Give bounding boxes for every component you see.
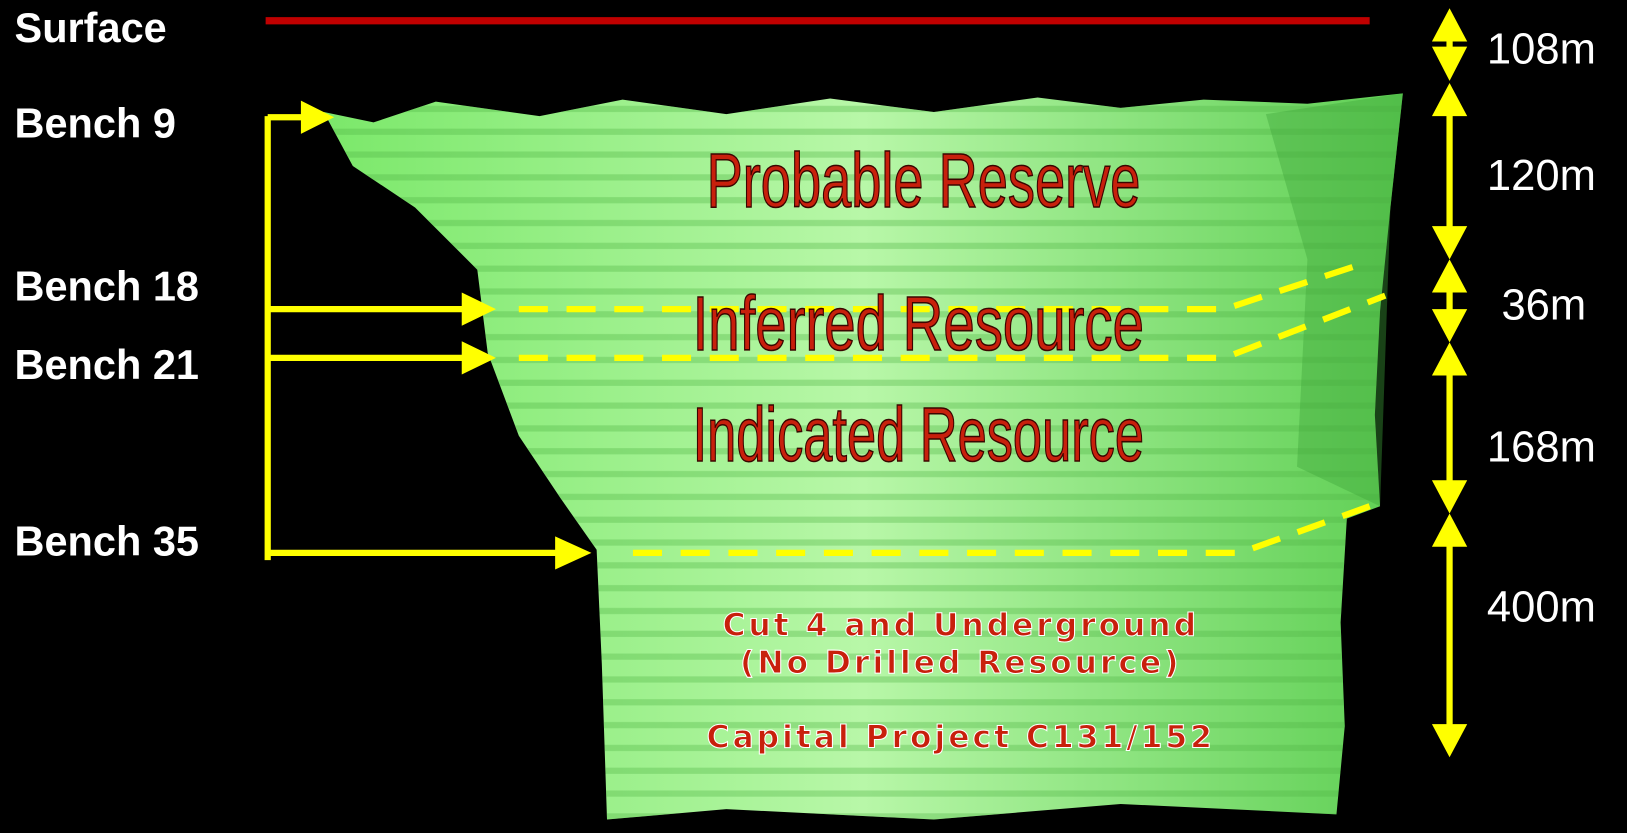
depth-arrows	[1431, 8, 1468, 758]
depth-label: 36m	[1501, 282, 1586, 330]
bench-dashes	[518, 258, 1387, 557]
note-line: Cut 4 and Underground	[723, 608, 1199, 644]
zone-label: Indicated Resource	[693, 393, 1144, 478]
level-label: Surface	[15, 4, 167, 51]
depth-label: 120m	[1487, 152, 1596, 200]
depth-label: 400m	[1487, 583, 1596, 631]
level-label: Bench 21	[15, 341, 199, 388]
zone-label: Inferred Resource	[693, 282, 1144, 367]
level-label: Bench 9	[15, 100, 176, 147]
depth-label: 108m	[1487, 25, 1596, 73]
project-label: Capital Project C131/152	[707, 720, 1215, 756]
ore-body	[323, 93, 1403, 820]
note-line: (No Drilled Resource)	[740, 645, 1181, 681]
bench-brackets	[264, 100, 592, 570]
level-label: Bench 35	[15, 518, 199, 565]
zone-label: Probable Reserve	[707, 139, 1141, 224]
level-label: Bench 18	[15, 262, 199, 309]
depth-label: 168m	[1487, 424, 1596, 472]
